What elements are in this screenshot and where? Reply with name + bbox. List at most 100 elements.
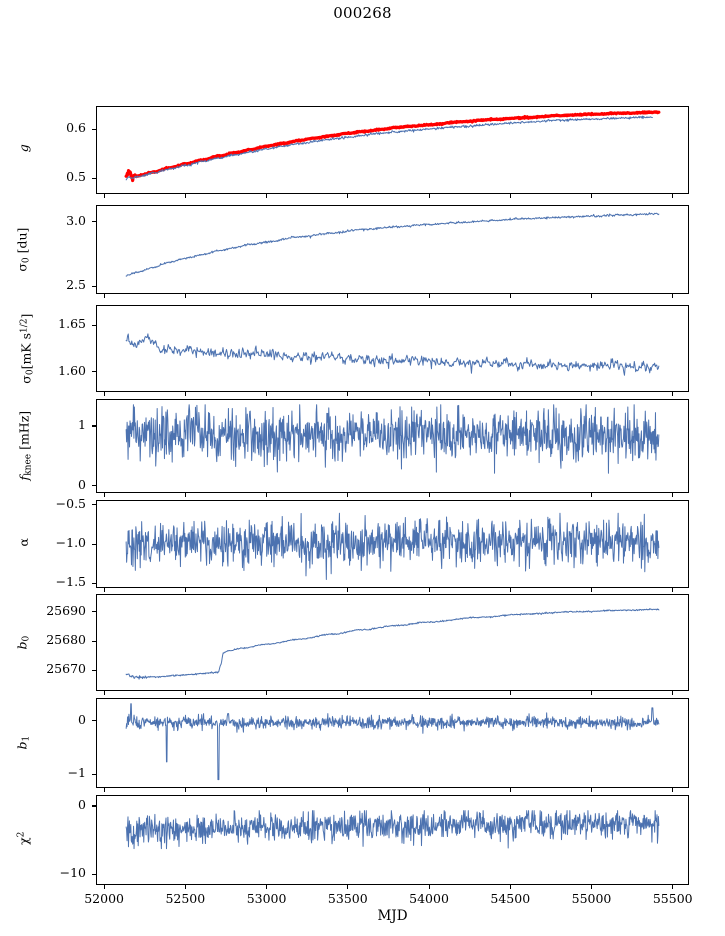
plot-area-alpha [97,501,688,587]
y-tick-mark-b1-0 [92,720,96,722]
x-tick-mark-alpha-0 [103,588,105,592]
x-tick-mark-b1-7 [672,788,674,792]
y-tick-label-sigma0_mK-0: 1.60 [58,362,86,378]
x-tick-label-4: 54000 [409,891,449,906]
y-tick-label-alpha-0: −0.5 [55,495,86,511]
plot-area-b1 [97,699,688,787]
x-tick-mark-alpha-5 [509,588,511,592]
plot-panel-f_knee [96,399,689,493]
y-tick-mark-sigma0_mK-1 [92,324,96,326]
x-tick-mark-sigma0_mK-5 [509,392,511,396]
x-tick-mark-b1-5 [509,788,511,792]
series-f_knee [126,405,659,474]
x-tick-mark-g-1 [184,194,186,198]
x-tick-mark-sigma0_du-1 [184,294,186,298]
y-tick-mark-b0-0 [92,669,96,672]
x-tick-mark-b0-5 [509,691,511,695]
x-tick-mark-chi2-1 [184,885,186,889]
y-tick-label-b1-1: −1 [67,765,86,781]
x-tick-mark-sigma0_du-4 [428,294,430,298]
plot-panel-b1 [96,698,689,788]
x-tick-label-6: 55000 [571,891,612,906]
x-tick-mark-f_knee-1 [184,493,186,497]
y-tick-mark-sigma0_du-1 [92,221,96,223]
plot-panel-sigma0_mK [96,305,689,392]
y-tick-label-b1-0: 0 [78,711,86,727]
y-tick-label-g-0: 0.5 [66,169,86,185]
y-tick-label-chi2-0: 0 [78,796,86,812]
x-tick-mark-b0-4 [428,691,430,695]
plot-panel-chi2 [96,795,689,885]
x-tick-mark-f_knee-2 [266,493,268,497]
x-tick-mark-f_knee-5 [509,493,511,497]
x-tick-mark-b0-1 [184,691,186,695]
x-tick-mark-f_knee-7 [672,493,674,497]
x-tick-mark-g-5 [509,194,511,198]
y-tick-label-sigma0_du-1: 3.0 [66,212,86,228]
plot-area-sigma0_du [97,206,688,293]
x-tick-mark-sigma0_mK-7 [672,392,674,396]
series-b1 [126,704,659,780]
y-tick-mark-g-1 [92,128,96,131]
x-tick-mark-sigma0_du-3 [347,294,349,298]
x-tick-mark-b1-4 [428,788,430,792]
y-tick-label-b0-2: 25690 [46,602,86,618]
x-tick-mark-sigma0_mK-0 [103,392,105,396]
x-tick-mark-chi2-6 [591,885,593,889]
x-tick-mark-sigma0_mK-3 [347,392,349,396]
plot-panel-b0 [96,594,689,691]
x-tick-label-3: 53500 [327,891,368,906]
y-tick-label-alpha-1: −1.0 [55,535,86,550]
x-tick-mark-b0-2 [266,691,268,695]
x-tick-mark-sigma0_du-5 [509,294,511,298]
x-tick-mark-alpha-2 [266,588,268,592]
x-tick-mark-b0-7 [672,691,674,695]
x-tick-label-7: 55500 [652,891,693,906]
x-tick-mark-alpha-7 [672,588,674,592]
x-tick-mark-g-3 [347,194,349,198]
y-tick-mark-b1-1 [92,773,96,775]
y-tick-mark-alpha-0 [92,504,96,506]
y-tick-label-sigma0_du-0: 2.5 [66,277,86,293]
y-tick-mark-chi2-1 [92,873,96,875]
x-tick-mark-b1-3 [347,788,349,792]
x-tick-mark-chi2-0 [103,885,105,889]
x-tick-mark-g-7 [672,194,674,198]
plot-panel-alpha [96,500,689,588]
series-g_model [126,112,659,181]
series-alpha [126,513,659,579]
x-tick-mark-b1-6 [591,788,593,792]
x-tick-mark-f_knee-3 [347,493,349,497]
y-tick-mark-b0-1 [92,640,96,642]
figure-title: 000268 [333,4,392,22]
x-tick-label-5: 54500 [490,891,531,906]
y-tick-label-f_knee-0: 0 [78,476,86,492]
y-tick-label-b0-0: 25670 [46,661,86,677]
x-tick-mark-chi2-4 [428,885,430,889]
x-tick-mark-sigma0_du-6 [591,294,593,298]
x-axis-label: MJD [377,908,408,924]
plot-area-f_knee [97,400,688,492]
x-tick-mark-g-4 [428,194,430,198]
x-tick-mark-chi2-5 [509,885,511,889]
x-tick-mark-g-2 [266,194,268,198]
x-tick-mark-sigma0_mK-6 [591,392,593,396]
x-tick-mark-f_knee-4 [428,493,430,497]
x-tick-mark-f_knee-0 [103,493,105,497]
x-tick-mark-sigma0_du-2 [266,294,268,298]
x-tick-label-2: 53000 [246,891,287,906]
y-axis-label-chi2: χ2 [15,831,31,845]
y-tick-mark-sigma0_du-0 [92,285,96,287]
y-tick-label-g-1: 0.6 [66,120,86,136]
y-tick-label-b0-1: 25680 [46,632,86,648]
y-tick-mark-chi2-0 [92,805,96,807]
y-tick-mark-alpha-1 [92,543,96,545]
x-tick-mark-g-6 [591,194,593,198]
x-tick-mark-f_knee-6 [591,493,593,497]
y-tick-mark-alpha-2 [92,582,96,584]
x-tick-mark-sigma0_mK-4 [428,392,430,396]
y-tick-mark-b0-2 [92,611,96,613]
x-tick-mark-alpha-1 [184,588,186,592]
x-tick-mark-b1-0 [103,788,105,792]
